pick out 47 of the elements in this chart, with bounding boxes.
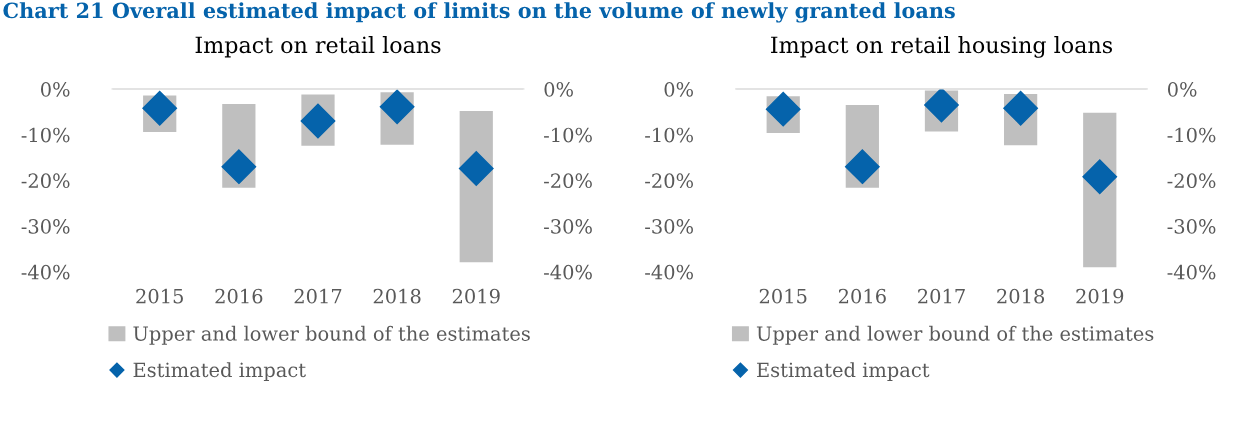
legend-label: Upper and lower bound of the estimates bbox=[756, 325, 1154, 345]
chart-title: Impact on retail loans bbox=[195, 36, 441, 58]
legend-label: Estimated impact bbox=[757, 362, 930, 381]
y-tick-label: -10% bbox=[21, 127, 70, 143]
y-tick-label: -10% bbox=[645, 127, 693, 143]
y2-tick-label: -30% bbox=[1167, 219, 1216, 234]
x-tick-label: 2015 bbox=[136, 288, 183, 304]
y2-tick-label: -20% bbox=[544, 173, 592, 189]
x-tick-label: 2015 bbox=[759, 288, 807, 304]
y2-tick-label: -30% bbox=[544, 219, 592, 234]
chart-title: Impact on retail housing loans bbox=[771, 36, 1112, 58]
x-tick-label: 2019 bbox=[452, 288, 500, 304]
y-tick-label: -20% bbox=[645, 173, 693, 189]
point bbox=[142, 90, 178, 126]
point bbox=[844, 149, 880, 185]
point bbox=[1003, 90, 1039, 126]
y2-tick-label: -40% bbox=[544, 264, 592, 280]
y2-tick-label: -40% bbox=[1167, 264, 1216, 280]
y-tick-label: 0% bbox=[41, 81, 70, 97]
y2-tick-label: 0% bbox=[1167, 81, 1197, 97]
point bbox=[765, 91, 801, 127]
x-tick-label: 2018 bbox=[373, 288, 421, 304]
y2-tick-label: 0% bbox=[544, 81, 573, 97]
point bbox=[221, 149, 257, 185]
y2-tick-label: -10% bbox=[1167, 127, 1216, 143]
x-tick-label: 2018 bbox=[997, 288, 1045, 304]
point bbox=[458, 151, 494, 186]
x-tick-label: 2017 bbox=[918, 288, 965, 304]
point bbox=[300, 103, 336, 139]
x-tick-label: 2016 bbox=[215, 288, 263, 304]
y2-tick-label: -10% bbox=[544, 127, 592, 143]
y-tick-label: -30% bbox=[21, 219, 70, 234]
y-tick-label: -40% bbox=[21, 264, 70, 280]
y-tick-label: -30% bbox=[645, 219, 693, 234]
y-tick-label: 0% bbox=[664, 81, 693, 97]
x-tick-label: 2019 bbox=[1076, 288, 1124, 304]
y2-tick-label: -20% bbox=[1167, 173, 1216, 189]
y-tick-label: -20% bbox=[21, 173, 70, 189]
caption: Chart 21 Overall estimated impact of limits on the volume of newly granted loans bbox=[3, 2, 955, 23]
y-tick-label: -40% bbox=[645, 264, 693, 280]
x-tick-label: 2017 bbox=[294, 288, 342, 304]
point bbox=[924, 89, 959, 123]
point bbox=[1082, 159, 1118, 195]
legend-label: Upper and lower bound of the estimates bbox=[133, 325, 530, 345]
x-tick-label: 2016 bbox=[838, 288, 886, 304]
legend-label: Estimated impact bbox=[133, 362, 306, 381]
point bbox=[379, 89, 415, 125]
